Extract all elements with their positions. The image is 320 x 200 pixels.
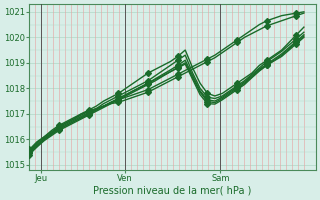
X-axis label: Pression niveau de la mer( hPa ): Pression niveau de la mer( hPa ) [93, 186, 252, 196]
